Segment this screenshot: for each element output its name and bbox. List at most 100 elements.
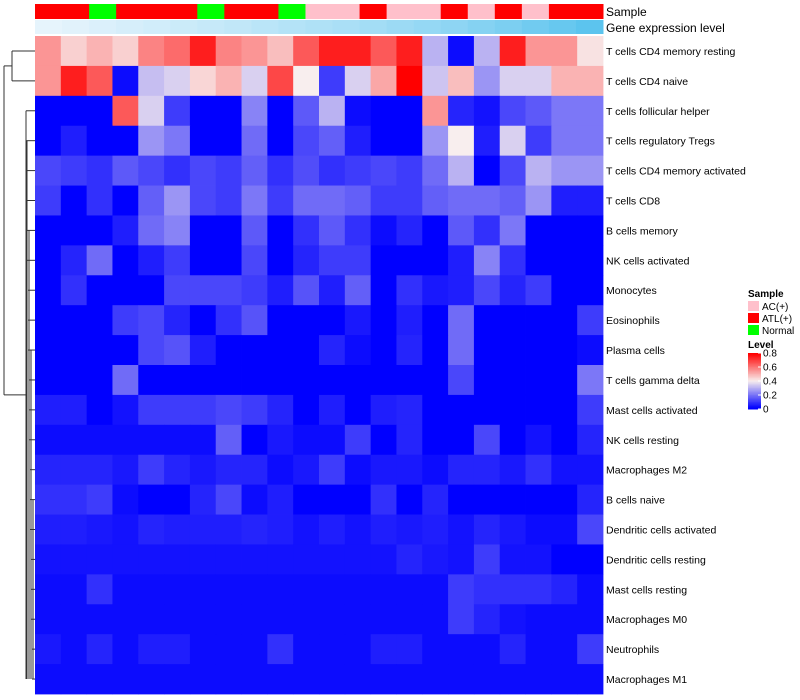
heatmap-cell xyxy=(577,365,604,396)
heatmap-cell xyxy=(138,634,165,665)
heatmap-cell xyxy=(60,544,88,575)
heatmap-cell xyxy=(293,365,320,396)
heatmap-cell xyxy=(86,36,113,67)
heatmap-cell xyxy=(319,95,346,127)
colorbar-tick-label: 0.6 xyxy=(763,363,777,374)
heatmap-cell xyxy=(344,514,372,545)
row-label: T cells CD8 xyxy=(606,196,660,208)
heatmap-cell xyxy=(112,155,139,186)
heatmap-cell xyxy=(60,125,88,157)
heatmap-cell xyxy=(396,514,423,545)
heatmap-cell xyxy=(319,275,346,306)
heatmap-cell xyxy=(370,424,397,456)
colorbar-segment xyxy=(748,355,761,358)
heatmap-cell xyxy=(35,484,62,515)
heatmap-cell xyxy=(370,275,397,306)
heatmap-cell xyxy=(396,634,423,665)
heatmap-cell xyxy=(86,365,113,396)
sample-annotation-cell xyxy=(413,4,442,19)
heatmap-cell xyxy=(241,215,268,246)
heatmap-cell xyxy=(319,484,346,515)
heatmap-cell xyxy=(499,275,526,306)
heatmap-cell xyxy=(86,185,113,216)
heatmap-cell xyxy=(473,65,501,97)
heatmap-cell xyxy=(60,454,88,486)
row-label: Monocytes xyxy=(606,285,657,297)
heatmap-cell xyxy=(60,514,88,545)
row-label: Macrophages M1 xyxy=(606,674,687,686)
heatmap-cell xyxy=(422,514,449,545)
heatmap-cell xyxy=(35,544,62,575)
heatmap-cell xyxy=(189,275,217,306)
sample-annotation-cell xyxy=(359,4,388,19)
heatmap-cell xyxy=(138,155,165,186)
heatmap-cell xyxy=(577,394,604,426)
heatmap-cell xyxy=(189,544,217,575)
heatmap-cell xyxy=(164,394,191,426)
heatmap-cell xyxy=(448,454,475,486)
heatmap-cell xyxy=(551,574,578,605)
heatmap-cell xyxy=(473,215,501,246)
heatmap-cell xyxy=(35,185,62,216)
heatmap-cell xyxy=(267,424,294,456)
heatmap-cell xyxy=(138,275,165,306)
heatmap-cell xyxy=(164,365,191,396)
sample-annotation-cell xyxy=(170,4,198,19)
heatmap-cell xyxy=(344,305,372,336)
heatmap-cell xyxy=(215,215,242,246)
heatmap-cell xyxy=(215,185,242,216)
heatmap-cell xyxy=(319,185,346,216)
colorbar-segment xyxy=(748,407,761,410)
heatmap-cell xyxy=(319,125,346,157)
heatmap-cell xyxy=(86,245,113,276)
heatmap-cell xyxy=(473,305,501,336)
heatmap-cell xyxy=(499,484,526,515)
heatmap-cell xyxy=(448,36,475,67)
heatmap-cell xyxy=(60,275,88,306)
heatmap-cell xyxy=(344,215,372,246)
heatmap-cell xyxy=(138,65,165,97)
heatmap-cell xyxy=(164,155,191,186)
heatmap-cell xyxy=(499,245,526,276)
colorbar-segment xyxy=(748,376,761,379)
colorbar-tick-label: 0.8 xyxy=(763,349,777,360)
heatmap-cell xyxy=(319,574,346,605)
heatmap-cell xyxy=(241,664,268,695)
expression-annotation-cell xyxy=(548,20,577,34)
heatmap-cell xyxy=(370,125,397,157)
heatmap-cell xyxy=(344,604,372,635)
heatmap-cells xyxy=(35,36,604,695)
heatmap-cell xyxy=(215,454,242,486)
heatmap-cell xyxy=(473,365,501,396)
heatmap-cell xyxy=(473,514,501,545)
heatmap-cell xyxy=(396,65,423,97)
colorbar-segment xyxy=(748,374,761,376)
heatmap-cell xyxy=(60,574,88,605)
heatmap-cell xyxy=(293,664,320,695)
heatmap-cell xyxy=(577,664,604,695)
legend-sample-title: Sample xyxy=(748,289,784,300)
heatmap-cell xyxy=(164,544,191,575)
row-label: Dendritic cells activated xyxy=(606,525,716,537)
heatmap-cell xyxy=(499,514,526,545)
heatmap-cell xyxy=(422,544,449,575)
colorbar-segment xyxy=(748,399,761,402)
row-label: Macrophages M0 xyxy=(606,614,687,626)
heatmap-cell xyxy=(112,664,139,695)
heatmap-cell xyxy=(60,365,88,396)
heatmap-cell xyxy=(577,305,604,336)
heatmap-cell xyxy=(473,335,501,366)
heatmap-cell xyxy=(241,514,268,545)
heatmap-cell xyxy=(241,604,268,635)
sample-annotation-cell xyxy=(116,4,144,19)
row-label: Neutrophils xyxy=(606,644,659,656)
row-label: T cells CD4 memory resting xyxy=(606,46,735,58)
colorbar-segment xyxy=(748,362,761,365)
heatmap-cell xyxy=(525,454,552,486)
heatmap-cell xyxy=(189,215,217,246)
heatmap-cell xyxy=(189,36,217,67)
heatmap-cell xyxy=(473,604,501,635)
colorbar-segment xyxy=(748,367,761,369)
colorbar-segment xyxy=(748,397,761,400)
